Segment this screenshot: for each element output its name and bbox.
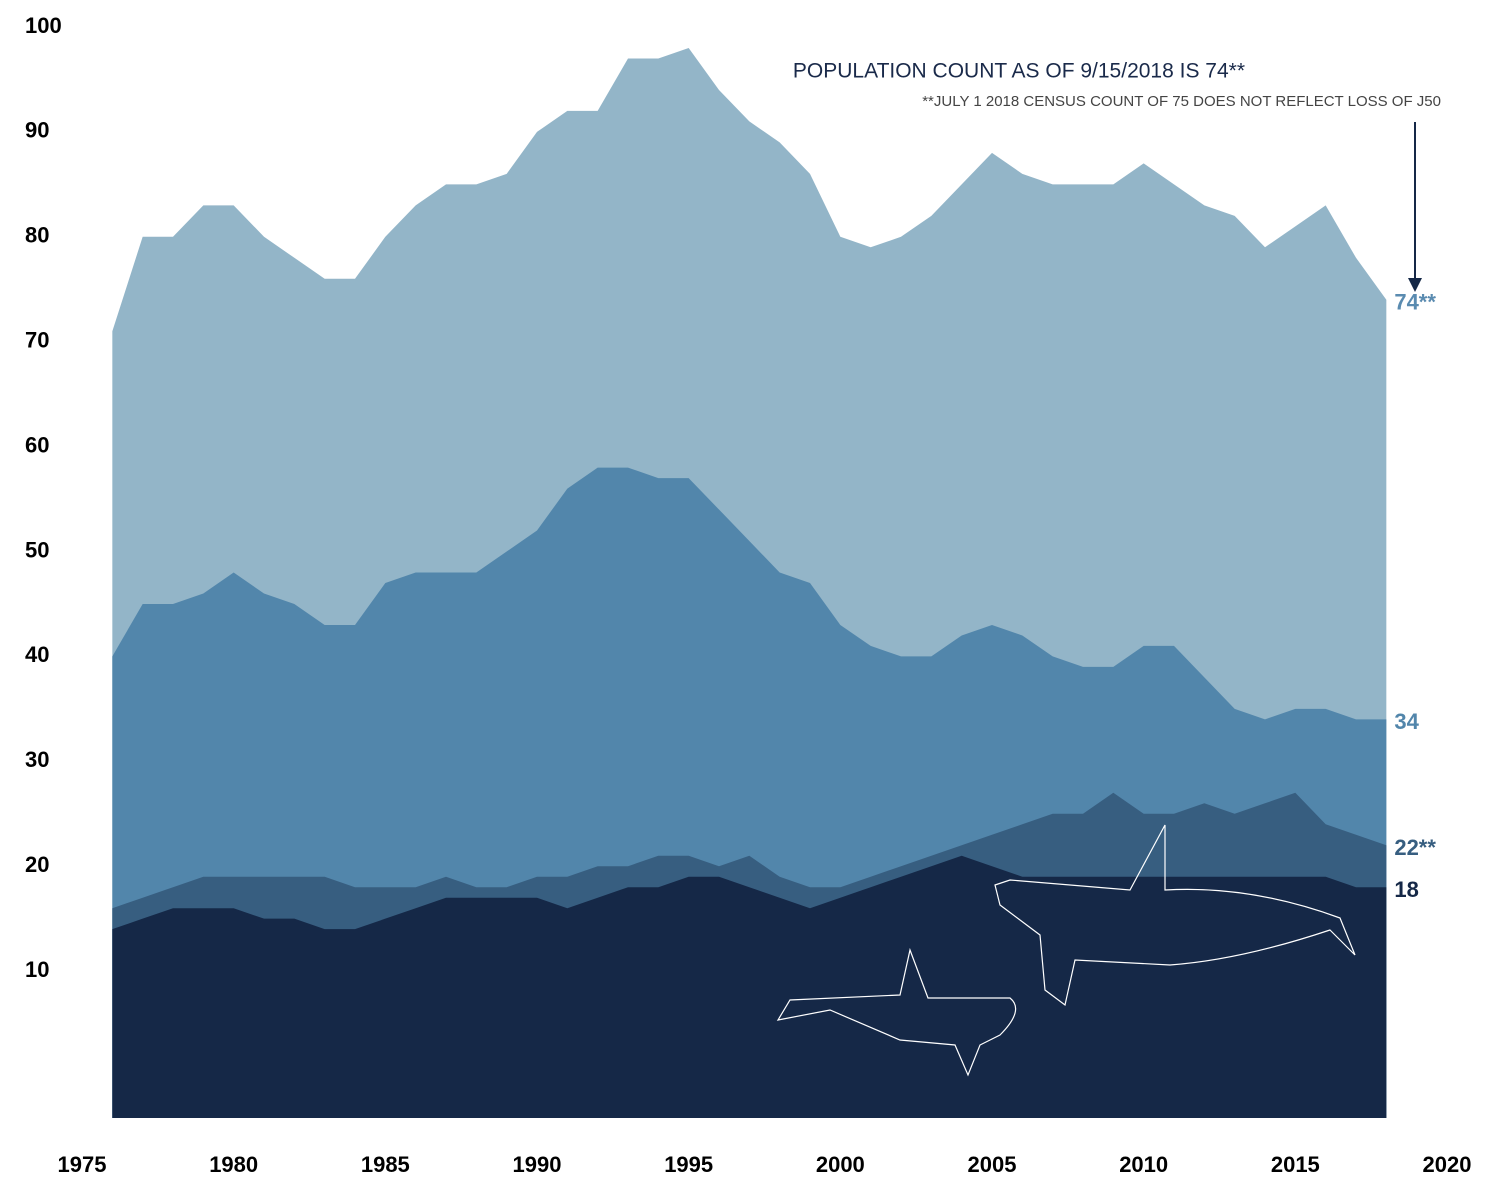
x-tick-label: 1990 (513, 1152, 562, 1177)
y-tick-label: 70 (25, 328, 49, 353)
x-tick-label: 1975 (58, 1152, 107, 1177)
value-label: 74** (1394, 290, 1436, 315)
value-label: 18 (1394, 877, 1418, 902)
y-tick-label: 100 (25, 13, 62, 38)
y-tick-label: 80 (25, 223, 49, 248)
chart: POPULATION COUNT AS OF 9/15/2018 IS 74**… (0, 0, 1492, 1180)
annotation-note: **JULY 1 2018 CENSUS COUNT OF 75 DOES NO… (922, 93, 1441, 110)
x-tick-label: 2010 (1119, 1152, 1168, 1177)
x-tick-label: 1985 (361, 1152, 410, 1177)
x-tick-label: 1995 (664, 1152, 713, 1177)
value-label: 34 (1394, 709, 1419, 734)
x-tick-label: 2015 (1271, 1152, 1320, 1177)
y-tick-label: 90 (25, 118, 49, 143)
value-label: 22** (1394, 835, 1436, 860)
annotation: POPULATION COUNT AS OF 9/15/2018 IS 74** (793, 60, 1245, 83)
x-tick-label: 2020 (1423, 1152, 1472, 1177)
y-tick-label: 30 (25, 747, 49, 772)
areas (112, 48, 1386, 1118)
x-tick-label: 2000 (816, 1152, 865, 1177)
y-tick-label: 10 (25, 957, 49, 982)
y-tick-label: 40 (25, 642, 49, 667)
y-tick-label: 60 (25, 432, 49, 457)
y-tick-label: 20 (25, 852, 49, 877)
x-tick-label: 2005 (968, 1152, 1017, 1177)
y-tick-label: 50 (25, 537, 49, 562)
x-tick-label: 1980 (209, 1152, 258, 1177)
